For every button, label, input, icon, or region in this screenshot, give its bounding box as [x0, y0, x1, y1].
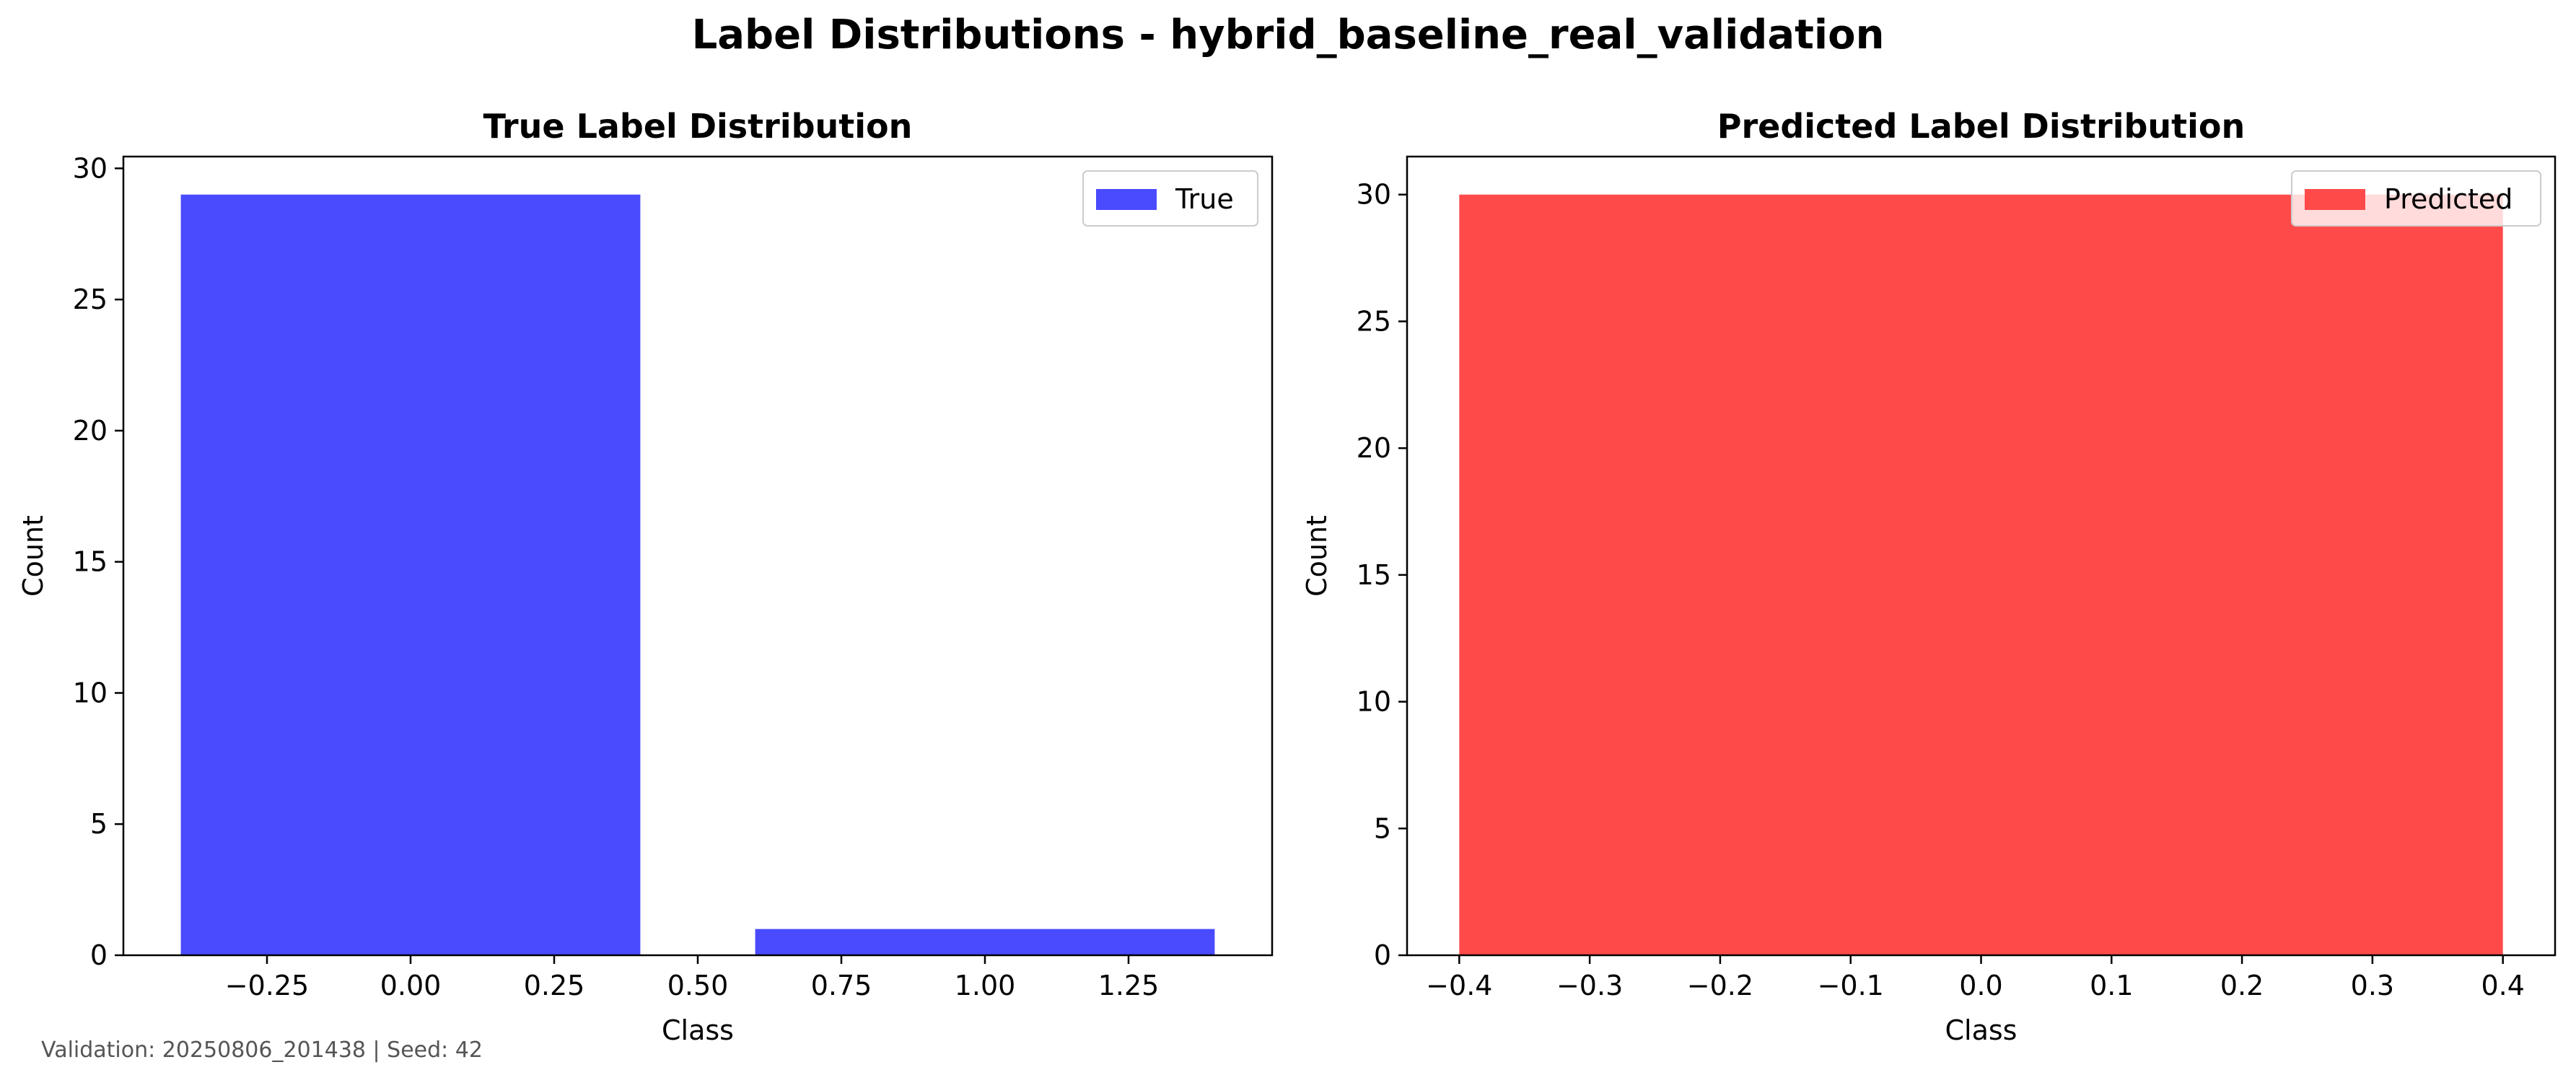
x-tick-label: 1.00	[955, 970, 1016, 1001]
x-tick-label: 0.25	[524, 970, 585, 1001]
x-tick-label: 0.50	[667, 970, 729, 1001]
bar-0-0	[180, 194, 641, 955]
bar-1-0	[1459, 194, 2503, 955]
y-tick-label: 15	[73, 546, 108, 578]
y-tick-label: 25	[1357, 305, 1391, 337]
y-tick-label: 10	[73, 677, 108, 708]
x-tick-label: 1.25	[1098, 970, 1160, 1001]
y-tick-label: 15	[1357, 559, 1391, 591]
footer-note: Validation: 20250806_201438 | Seed: 42	[41, 1037, 483, 1063]
y-tick-label: 0	[1374, 939, 1391, 971]
x-tick-label: 0.0	[1959, 970, 2002, 1001]
chart-title: True Label Distribution	[483, 107, 913, 146]
legend-swatch-1	[2305, 189, 2365, 210]
x-tick-label: 0.75	[811, 970, 872, 1001]
y-tick-label: 5	[1374, 812, 1391, 844]
figure-title: Label Distributions - hybrid_baseline_re…	[691, 12, 1885, 58]
y-tick-label: 20	[73, 415, 108, 447]
y-tick-label: 30	[73, 152, 108, 184]
x-tick-label: −0.25	[225, 970, 309, 1001]
legend-label: True	[1175, 183, 1234, 215]
x-tick-label: 0.1	[2090, 970, 2133, 1001]
x-axis-label: Class	[662, 1014, 734, 1046]
legend-swatch-0	[1096, 189, 1157, 210]
y-tick-label: 5	[90, 808, 108, 840]
x-tick-label: −0.2	[1687, 970, 1753, 1001]
y-axis-label: Count	[1301, 515, 1333, 597]
y-tick-label: 10	[1357, 686, 1391, 718]
x-tick-label: 0.2	[2220, 970, 2264, 1001]
y-tick-label: 20	[1357, 432, 1391, 464]
x-tick-label: 0.3	[2351, 970, 2394, 1001]
x-tick-label: 0.4	[2481, 970, 2524, 1001]
y-tick-label: 25	[73, 284, 108, 315]
y-tick-label: 0	[90, 939, 108, 971]
x-tick-label: −0.1	[1818, 970, 1884, 1001]
legend-label: Predicted	[2384, 183, 2513, 215]
chart-title: Predicted Label Distribution	[1717, 107, 2246, 146]
x-tick-label: 0.00	[380, 970, 442, 1001]
y-tick-label: 30	[1357, 179, 1391, 211]
x-axis-label: Class	[1945, 1014, 2018, 1046]
bar-0-1	[755, 929, 1215, 955]
y-axis-label: Count	[17, 515, 49, 597]
x-tick-label: −0.4	[1426, 970, 1492, 1001]
legend-box-1	[2291, 170, 2541, 227]
x-tick-label: −0.3	[1556, 970, 1623, 1001]
legend-box-0	[1082, 170, 1258, 227]
